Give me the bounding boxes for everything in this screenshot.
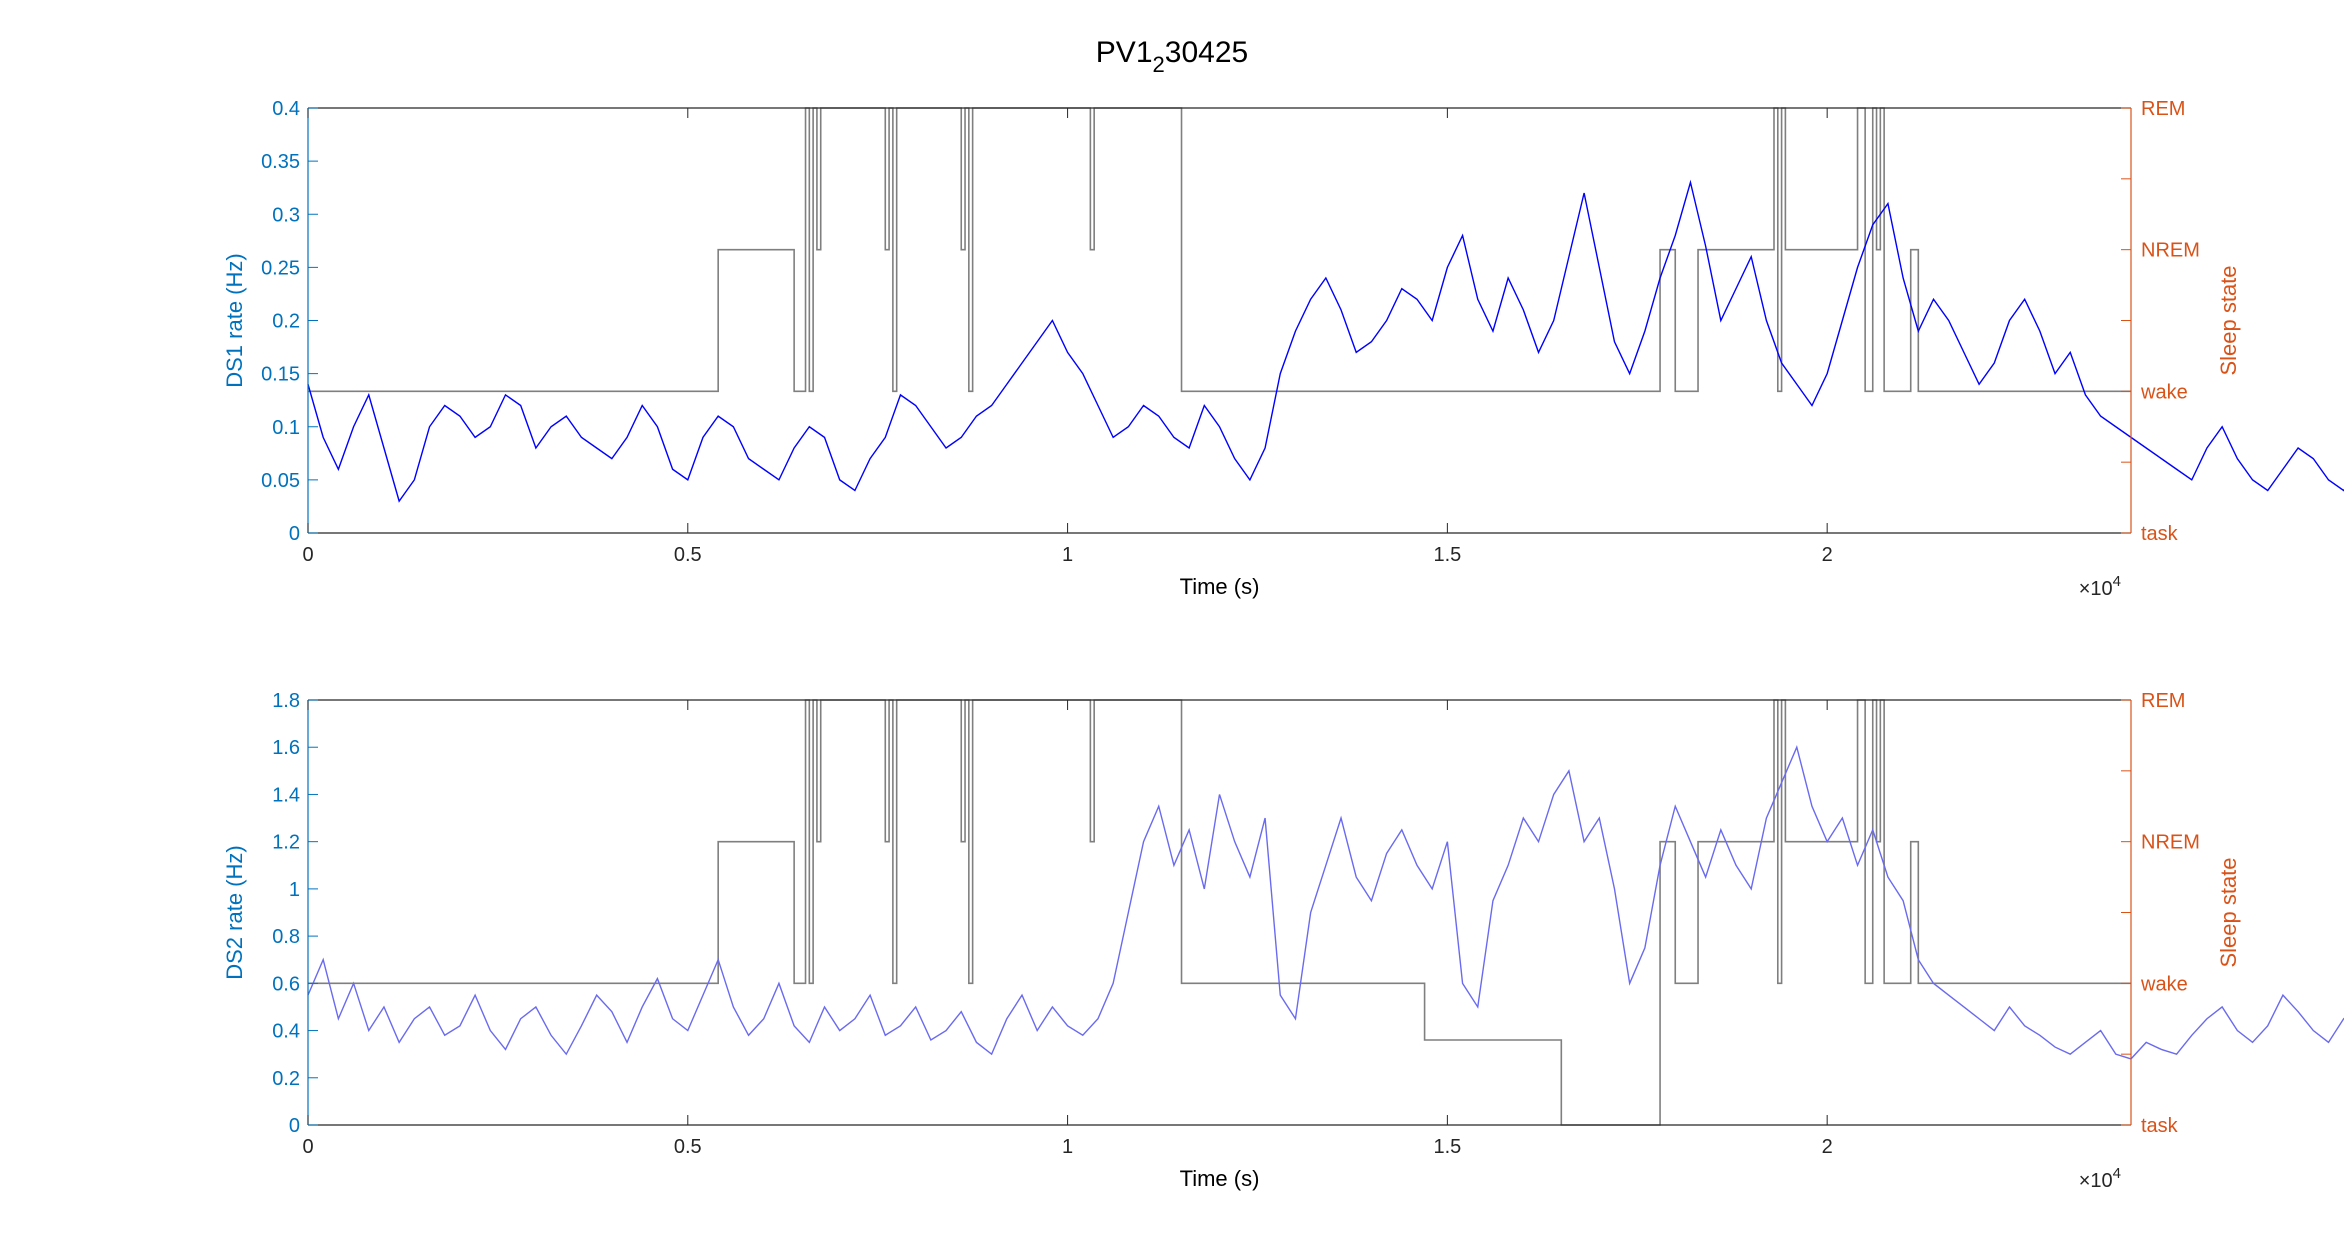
ds1-y-tick-label: 0.15 xyxy=(261,364,300,386)
ds2-y2-axis-label: Sleep state xyxy=(2216,857,2241,967)
ds1-x-tick-label: 2 xyxy=(1822,544,1833,566)
ds1-x-exponent: ×104 xyxy=(2079,573,2121,600)
ds1-x-tick-label: 1 xyxy=(1062,544,1073,566)
ds2-y-tick-label: 1.4 xyxy=(272,784,300,806)
ds2-y-tick-label: 0.4 xyxy=(272,1021,300,1043)
ds1-y2-tick-label: wake xyxy=(2140,381,2188,403)
ds1-y-tick-label: 0.1 xyxy=(272,417,300,439)
ds2-x-tick-label: 2 xyxy=(1822,1136,1833,1158)
ds1-y2-axis-label: Sleep state xyxy=(2216,265,2241,375)
ds2-y2-tick-label: wake xyxy=(2140,973,2188,995)
ds2-x-tick-label: 0 xyxy=(302,1136,313,1158)
ds1-panel: 0 0.5 1 1.5 2 ×104 0 0.05 0.1 0.15 0.2 0.25 0.3 0.35 0… xyxy=(222,98,2344,600)
title-subscript: 2 xyxy=(1153,52,1165,77)
ds2-y-axis-label: DS2 rate (Hz) xyxy=(222,845,247,979)
ds2-plot-area xyxy=(308,700,2131,1125)
ds2-panel: 0 0.5 1 1.5 2 ×104 0 0.2 0.4 0.6 0.8 1 1.2 1.4 1.6 1.8 t… xyxy=(222,690,2344,1192)
ds1-y2-tick-label: NREM xyxy=(2141,240,2200,262)
figure-title: PV1230425 xyxy=(1096,36,1248,77)
ds1-y-tick-label: 0.25 xyxy=(261,257,300,279)
title-main: PV1 xyxy=(1096,36,1153,69)
ds1-y-tick-label: 0.2 xyxy=(272,311,300,333)
ds1-y-axis-label: DS1 rate (Hz) xyxy=(222,253,247,387)
ds2-x-tick-label: 1.5 xyxy=(1433,1136,1461,1158)
ds1-x-tick-label: 0 xyxy=(302,544,313,566)
ds2-y2-tick-label: NREM xyxy=(2141,832,2200,854)
ds2-y-tick-label: 1.6 xyxy=(272,737,300,759)
ds1-y2-tick-label: task xyxy=(2141,523,2179,545)
ds2-y-tick-label: 1.8 xyxy=(272,690,300,712)
ds1-y-tick-label: 0.05 xyxy=(261,470,300,492)
ds2-y-tick-label: 1.2 xyxy=(272,832,300,854)
ds1-x-axis-label: Time (s) xyxy=(1180,574,1260,599)
ds2-y-tick-label: 0.6 xyxy=(272,973,300,995)
ds2-x-exponent: ×104 xyxy=(2079,1165,2121,1192)
ds1-y-tick-label: 0.35 xyxy=(261,151,300,173)
ds2-rate-line xyxy=(307,745,2344,1060)
ds1-y2-tick-label: REM xyxy=(2141,98,2185,120)
ds1-plot-area xyxy=(308,108,2131,533)
ds2-y-tick-label: 0 xyxy=(289,1115,300,1137)
ds1-y-tick-label: 0.4 xyxy=(272,98,300,120)
ds2-y-tick-label: 0.8 xyxy=(272,926,300,948)
ds1-x-tick-label: 1.5 xyxy=(1433,544,1461,566)
ds1-y-tick-label: 0.3 xyxy=(272,204,300,226)
ds2-y-tick-label: 0.2 xyxy=(272,1068,300,1090)
ds2-x-axis-label: Time (s) xyxy=(1180,1166,1260,1191)
title-rest: 30425 xyxy=(1165,36,1248,69)
ds2-y2-tick-label: task xyxy=(2141,1115,2179,1137)
ds2-y2-tick-label: REM xyxy=(2141,690,2185,712)
ds2-x-tick-label: 1 xyxy=(1062,1136,1073,1158)
ds2-x-tick-label: 0.5 xyxy=(674,1136,702,1158)
ds1-y-tick-label: 0 xyxy=(289,523,300,545)
ds2-y-tick-label: 1 xyxy=(289,879,300,901)
ds1-rate-line xyxy=(307,179,2344,503)
ds1-x-tick-label: 0.5 xyxy=(674,544,702,566)
